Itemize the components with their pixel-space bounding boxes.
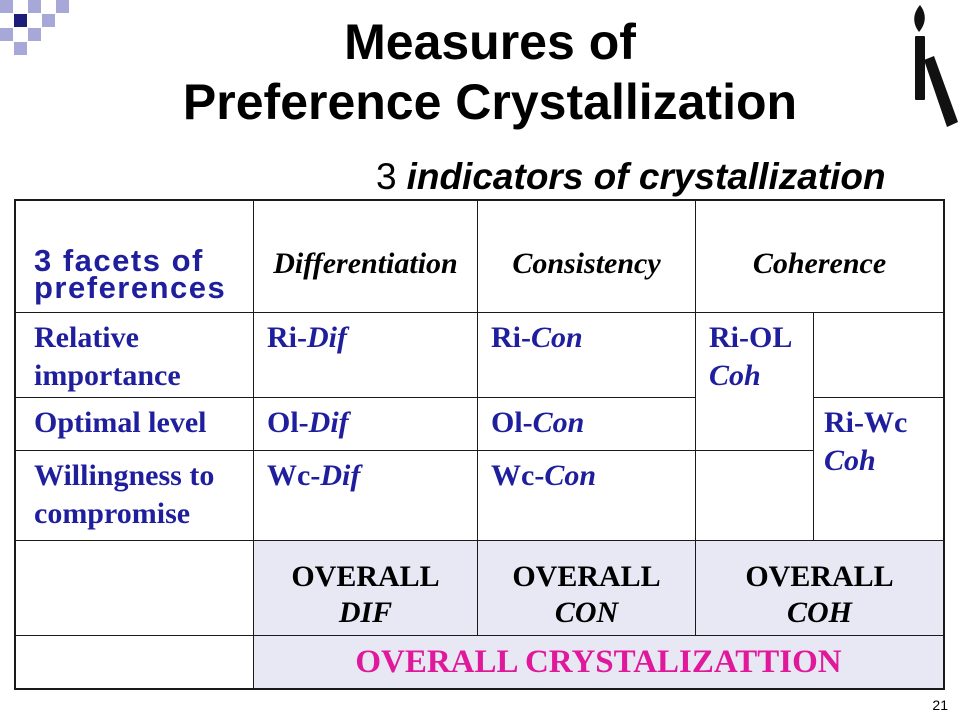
cell-suffix: Con	[531, 321, 583, 354]
pattern-square	[14, 14, 27, 27]
cell-ri-dif: Ri-Dif	[253, 312, 478, 398]
logo-stem	[915, 36, 925, 100]
cell-line-1: OVERALL	[512, 560, 661, 593]
cell-ol-dif: Ol-Dif	[253, 397, 478, 451]
cell-prefix: Ol-	[491, 406, 533, 439]
header-coherence: Coherence	[695, 200, 944, 313]
empty-cell	[15, 635, 254, 689]
cell-suffix: Con	[544, 459, 597, 492]
pattern-square	[56, 0, 69, 13]
cell-ol-con: Ol-Con	[477, 397, 696, 451]
empty-cell	[695, 450, 814, 541]
slide-title: Measures of Preference Crystallization	[20, 12, 960, 132]
cell-wc-con: Wc-Con	[477, 450, 696, 541]
cell-line-2: Coh	[824, 444, 876, 477]
header-consistency: Consistency	[477, 200, 696, 313]
cell-line-1: OVERALL	[291, 560, 440, 593]
cell-overall-con: OVERALL CON	[477, 540, 696, 636]
cell-line-2: DIF	[338, 596, 393, 629]
torch-logo-icon	[914, 5, 958, 127]
title-line-2: Preference Crystallization	[182, 74, 798, 130]
pattern-square	[28, 28, 41, 41]
cell-line-1: Ri-Wc	[824, 406, 908, 439]
cell-suffix: Dif	[307, 321, 347, 354]
cell-overall-dif: OVERALL DIF	[253, 540, 478, 636]
pattern-square	[0, 28, 13, 41]
cell-line-2: COH	[786, 596, 852, 629]
cell-prefix: Wc-	[491, 459, 545, 492]
corner-label: 3 facets of preferences	[34, 243, 227, 305]
empty-cell	[813, 312, 944, 398]
header-differentiation: Differentiation	[253, 200, 478, 313]
cell-line-2: CON	[554, 596, 619, 629]
logo-leg	[924, 56, 958, 127]
title-line-1: Measures of	[344, 14, 636, 70]
corner-header-cell: 3 facets of preferences	[15, 200, 254, 313]
row-label-optimal-level: Optimal level	[15, 397, 254, 451]
cell-suffix: Con	[532, 406, 585, 439]
pattern-square	[42, 14, 55, 27]
cell-prefix: Ol-	[267, 406, 309, 439]
logo-flame	[914, 5, 925, 32]
cell-prefix: Ri-	[267, 321, 307, 354]
cell-overall-coh: OVERALL COH	[695, 540, 944, 636]
cell-prefix: Wc-	[267, 459, 321, 492]
subtitle-number: 3	[376, 156, 397, 197]
empty-cell	[15, 540, 254, 636]
cell-line-1: OVERALL	[745, 560, 894, 593]
cell-line-2: Coh	[709, 359, 761, 392]
pattern-square	[28, 0, 41, 13]
pattern-square	[14, 42, 27, 55]
checker-squares-icon	[0, 0, 69, 55]
cell-ri-ol-coh: Ri-OL Coh	[695, 312, 814, 451]
cell-ri-wc-coh: Ri-Wc Coh	[813, 397, 944, 541]
cell-ri-con: Ri-Con	[477, 312, 696, 398]
cell-prefix: Ri-	[491, 321, 531, 354]
subtitle: 3 indicators of crystallization	[376, 156, 886, 198]
row-label-relative-importance: Relative importance	[15, 312, 254, 398]
page-number: 21	[932, 697, 948, 713]
subtitle-text: indicators of crystallization	[406, 156, 886, 197]
cell-line-1: Ri-OL	[709, 321, 793, 354]
cell-suffix: Dif	[320, 459, 361, 492]
cell-overall-crystallization: OVERALL CRYSTALIZATTION	[253, 635, 944, 689]
cell-suffix: Dif	[308, 406, 349, 439]
pattern-square	[0, 0, 13, 13]
row-label-willingness-to-compromise: Willingness to compromise	[15, 450, 254, 541]
cell-wc-dif: Wc-Dif	[253, 450, 478, 541]
